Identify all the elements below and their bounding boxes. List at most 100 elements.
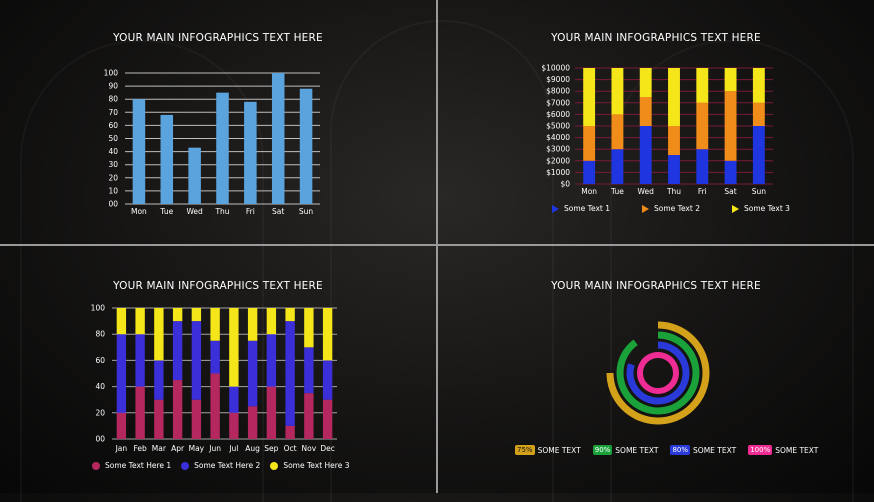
bar-segment — [583, 126, 596, 161]
legend-item: Some Text 1 — [552, 204, 610, 213]
x-tick-label: Thu — [214, 207, 229, 216]
y-tick-label: 80 — [108, 95, 118, 104]
bar-segment — [210, 308, 220, 341]
x-tick-label: Sun — [752, 187, 767, 196]
bar-segment — [611, 149, 624, 184]
dot-icon — [270, 461, 279, 470]
vertical-divider — [436, 0, 438, 493]
legend-label: Some Text 2 — [653, 204, 700, 213]
legend-item: Some Text Here 2 — [181, 461, 260, 470]
legend-item: 75% SOME TEXT — [515, 445, 581, 455]
y-tick-label: $10000 — [541, 64, 570, 73]
percent-badge: 80% — [670, 445, 691, 455]
x-tick-label: Thu — [666, 187, 681, 196]
bar-segment — [154, 308, 164, 361]
bar-segment — [247, 406, 258, 439]
percent-badge: 75% — [515, 445, 535, 455]
bar-segment — [247, 308, 258, 341]
bar-segment — [304, 347, 314, 394]
bar-segment — [724, 91, 737, 161]
bar — [216, 92, 229, 204]
y-tick-label: 80 — [95, 330, 105, 339]
y-tick-label: 60 — [108, 121, 118, 130]
bar-segment — [247, 340, 258, 407]
x-tick-label: Sep — [264, 444, 278, 453]
radial-bar-chart — [606, 321, 710, 425]
x-tick-label: Mon — [131, 207, 147, 216]
bar-segment — [172, 308, 183, 322]
x-tick-label: Feb — [133, 444, 147, 453]
bar-segment — [696, 68, 709, 103]
x-tick-label: Mon — [581, 187, 597, 196]
panel-stacked-money-chart: YOUR MAIN INFOGRAPHICS TEXT HERE $0 $1000… — [438, 0, 874, 244]
y-tick-label: $9000 — [546, 75, 570, 84]
x-tick-label: Jul — [228, 444, 238, 453]
bar-segment — [668, 126, 680, 155]
panel-radial-chart: YOUR MAIN INFOGRAPHICS TEXT HERE 75% SOM… — [438, 246, 874, 493]
x-tick-label: Aug — [245, 444, 260, 453]
bar — [299, 88, 313, 204]
x-tick-label: Jan — [115, 444, 128, 453]
legend-label: Some Text Here 1 — [105, 461, 172, 470]
percent-badge: 90% — [592, 445, 613, 455]
y-tick-label: 20 — [108, 173, 118, 182]
bar-segment — [191, 308, 202, 322]
bar-segment — [116, 412, 127, 439]
bar-segment — [583, 68, 596, 126]
bar-segment — [304, 308, 314, 348]
y-tick-label: 00 — [108, 200, 118, 209]
bar — [132, 99, 146, 204]
y-tick-label: 30 — [108, 160, 118, 169]
chart-legend: Some Text Here 1 Some Text Here 2 Some T… — [92, 461, 349, 470]
y-tick-label: 20 — [95, 408, 105, 417]
y-tick-label: $1000 — [546, 168, 570, 177]
bar-segment — [724, 160, 737, 184]
bar-segment — [172, 321, 183, 381]
bar — [188, 147, 201, 204]
x-tick-label: Sat — [724, 187, 736, 196]
bar — [271, 73, 285, 204]
y-tick-label: 40 — [108, 147, 118, 156]
legend-label: Some Text Here 3 — [283, 461, 350, 470]
bar-segment — [266, 308, 277, 335]
monthly-stacked-chart: 00 20 40 60 80 100 Jan Feb Mar Apr May Jun Jul Aug Sep… — [91, 304, 337, 453]
panel-title: YOUR MAIN INFOGRAPHICS TEXT HERE — [551, 32, 761, 44]
x-tick-label: Mar — [152, 444, 167, 453]
bar-segment — [210, 373, 220, 439]
legend-label: SOME TEXT — [775, 445, 819, 455]
percent-badge: 100% — [748, 445, 773, 455]
legend-item: 80% SOME TEXT — [670, 445, 736, 455]
y-tick-label: $8000 — [546, 87, 570, 96]
chart-legend: 75% SOME TEXT 90% SOME TEXT 80% SOME TEX… — [515, 445, 818, 455]
triangle-icon — [641, 204, 649, 213]
bar-segment — [266, 334, 277, 387]
legend-label: Some Text 1 — [564, 204, 610, 213]
y-tick-label: 50 — [108, 134, 118, 143]
bar-segment — [668, 68, 680, 126]
triangle-icon — [731, 204, 739, 213]
dot-icon — [92, 461, 100, 470]
x-tick-label: Wed — [186, 207, 203, 216]
horizontal-divider — [0, 244, 874, 246]
bar-segment — [154, 360, 164, 400]
bar-segment — [639, 126, 652, 184]
bar-segment — [639, 97, 652, 126]
bar-segment — [322, 308, 333, 361]
y-tick-label: $4000 — [546, 133, 570, 142]
bar-segment — [724, 68, 737, 92]
x-tick-label: Fri — [698, 187, 707, 196]
x-tick-label: Wed — [638, 187, 655, 196]
x-tick-label: May — [189, 444, 205, 453]
y-tick-label: 90 — [108, 82, 118, 91]
radial-arc — [606, 321, 710, 425]
radial-arc — [626, 341, 690, 405]
x-tick-label: Tue — [610, 187, 624, 196]
x-tick-label: Jun — [208, 444, 221, 453]
bar-segment — [322, 360, 333, 400]
bar-segment — [229, 308, 239, 387]
bar-segment — [285, 425, 295, 439]
x-tick-label: Sat — [272, 207, 284, 216]
bar-segment — [285, 308, 295, 322]
y-tick-label: 60 — [95, 356, 105, 365]
radial-arc — [637, 352, 679, 394]
